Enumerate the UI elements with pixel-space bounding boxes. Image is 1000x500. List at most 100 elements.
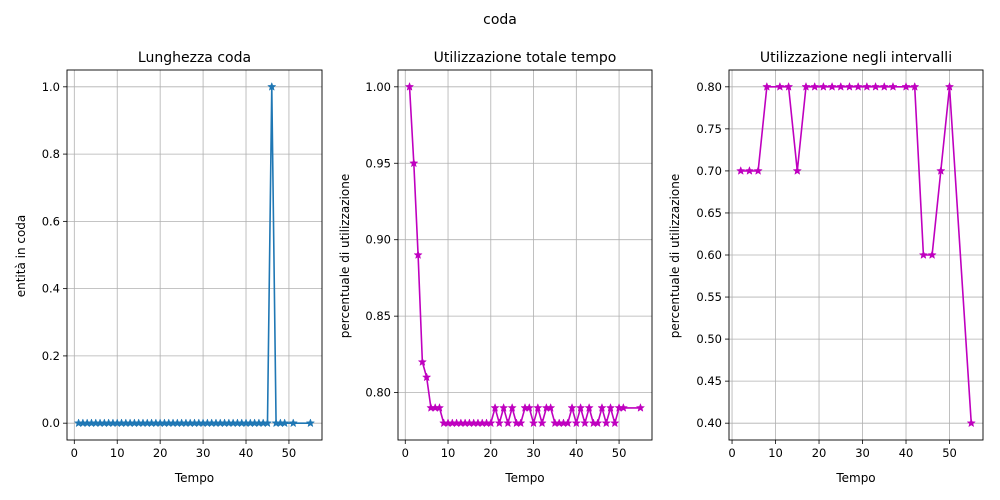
- x-tick-label: 20: [153, 446, 168, 460]
- data-point: [533, 402, 543, 412]
- data-point: [262, 418, 273, 428]
- figure-suptitle: coda: [483, 12, 517, 28]
- data-point: [409, 158, 419, 168]
- data-point: [775, 81, 785, 91]
- y-tick-label: 0.45: [696, 374, 722, 388]
- y-tick-label: 1.00: [365, 80, 391, 94]
- x-tick-label: 0: [728, 446, 735, 460]
- y-tick-label: 0.6: [42, 214, 60, 228]
- data-point: [744, 166, 755, 175]
- y-tick-label: 0.80: [696, 80, 722, 94]
- data-point: [563, 418, 573, 428]
- x-tick-label: 0: [402, 446, 409, 460]
- x-tick-label: 20: [812, 446, 827, 460]
- x-tick-label: 50: [282, 446, 297, 460]
- y-tick-label: 0.90: [365, 233, 391, 247]
- data-point: [507, 402, 517, 412]
- subplot-total-utilization: Utilizzazione totale tempo Tempo percent…: [338, 50, 653, 485]
- data-point: [818, 81, 829, 91]
- data-point: [279, 418, 290, 428]
- data-point: [635, 402, 646, 412]
- data-point: [545, 402, 556, 412]
- subplot-title: Utilizzazione totale tempo: [434, 50, 617, 66]
- x-axis-label: Tempo: [504, 471, 544, 485]
- y-tick-label: 0.2: [42, 349, 60, 363]
- data-point: [888, 81, 898, 91]
- x-tick-label: 40: [899, 446, 914, 460]
- data-point: [879, 81, 889, 91]
- x-tick-label: 0: [71, 446, 78, 460]
- data-point: [618, 402, 629, 412]
- data-point: [901, 81, 911, 91]
- data-point: [288, 418, 298, 428]
- x-tick-label: 10: [110, 446, 125, 460]
- y-tick-label: 1.0: [42, 80, 60, 94]
- axes-frame: [397, 69, 653, 441]
- data-point: [421, 372, 432, 382]
- data-point: [267, 81, 277, 91]
- data-point: [762, 81, 772, 91]
- data-point: [936, 166, 946, 175]
- y-tick-label: 0.65: [696, 206, 722, 220]
- data-point: [862, 81, 872, 91]
- data-point: [910, 81, 920, 91]
- data-point: [486, 418, 496, 428]
- data-point: [783, 81, 794, 91]
- x-axis-label: Tempo: [835, 471, 875, 485]
- data-point: [434, 402, 445, 412]
- data-point: [853, 81, 863, 91]
- x-tick-label: 50: [942, 446, 957, 460]
- y-axis-label: percentuale di utilizzazione: [668, 174, 682, 338]
- data-point: [516, 418, 526, 428]
- y-tick-label: 0.80: [365, 386, 391, 400]
- data-point: [966, 418, 976, 428]
- data-point: [736, 166, 746, 175]
- data-point: [801, 81, 811, 91]
- subplot-interval-utilization: Utilizzazione negli intervalli Tempo per…: [668, 50, 984, 485]
- data-point: [417, 357, 428, 366]
- data-point: [601, 418, 611, 428]
- y-tick-label: 0.4: [42, 282, 60, 296]
- x-tick-label: 30: [196, 446, 211, 460]
- data-point: [792, 166, 802, 175]
- data-point: [503, 418, 513, 428]
- data-point: [870, 81, 881, 91]
- x-axis-label: Tempo: [174, 471, 214, 485]
- x-tick-label: 50: [612, 446, 627, 460]
- data-point: [827, 81, 837, 91]
- data-point: [490, 402, 500, 412]
- data-point: [810, 81, 820, 91]
- data-point: [610, 418, 620, 428]
- y-tick-label: 0.8: [42, 147, 60, 161]
- x-tick-label: 30: [855, 446, 870, 460]
- data-point: [537, 418, 547, 428]
- data-point: [927, 250, 937, 259]
- y-tick-label: 0.0: [42, 416, 60, 430]
- data-point: [305, 418, 316, 428]
- y-tick-label: 0.95: [365, 156, 391, 170]
- y-tick-label: 0.75: [696, 122, 722, 136]
- data-point: [580, 418, 590, 428]
- data-point: [584, 402, 594, 412]
- x-tick-label: 40: [239, 446, 254, 460]
- y-tick-label: 0.85: [365, 309, 391, 323]
- subplot-queue-length: Lunghezza coda Tempo entità in coda 0 10 2…: [14, 50, 323, 485]
- subplot-title: Lunghezza coda: [138, 50, 251, 66]
- data-point: [567, 402, 577, 412]
- data-point: [918, 250, 929, 259]
- data-point: [524, 402, 534, 412]
- data-point: [944, 81, 955, 91]
- x-tick-label: 10: [768, 446, 783, 460]
- subplot-title: Utilizzazione negli intervalli: [760, 50, 952, 66]
- data-point: [528, 418, 539, 428]
- data-point: [404, 81, 415, 91]
- data-point: [844, 81, 855, 91]
- data-point: [575, 402, 586, 412]
- y-axis-label: percentuale di utilizzazione: [338, 174, 352, 338]
- x-tick-label: 30: [526, 446, 541, 460]
- y-tick-label: 0.70: [696, 164, 722, 178]
- axes-frame: [66, 69, 323, 441]
- y-tick-label: 0.50: [696, 332, 722, 346]
- data-point: [605, 402, 616, 412]
